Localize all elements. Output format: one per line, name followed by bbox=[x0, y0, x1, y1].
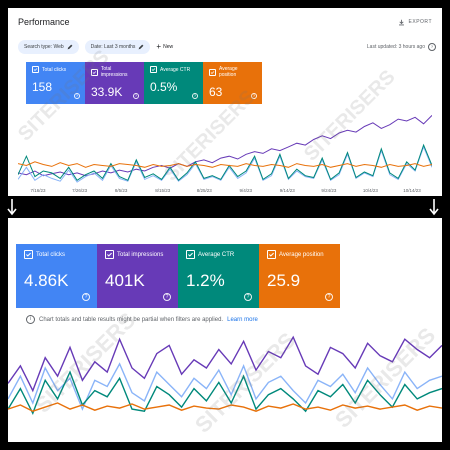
checkbox-icon bbox=[267, 250, 276, 259]
plus-icon: + bbox=[156, 42, 162, 51]
arrow-down-icon bbox=[7, 199, 17, 216]
search-type-filter-chip[interactable]: Search type: Web bbox=[18, 40, 79, 54]
search-type-filter-label: Search type: Web bbox=[24, 44, 64, 50]
card-value: 4.86K bbox=[24, 271, 69, 290]
help-icon[interactable]: ? bbox=[74, 93, 80, 99]
notice-text: Chart totals and table results might be … bbox=[39, 316, 224, 323]
card-label: Total clicks bbox=[36, 251, 66, 258]
partial-results-notice: i Chart totals and table results might b… bbox=[26, 315, 258, 324]
impressions-series-line bbox=[18, 115, 432, 177]
bottom-performance-chart bbox=[8, 335, 442, 416]
total-clicks-card[interactable]: Total clicks 158 ? bbox=[26, 62, 85, 104]
x-tick-label: 9/4/23 bbox=[240, 188, 253, 193]
date-filter-chip[interactable]: Date: Last 3 months bbox=[84, 40, 151, 54]
download-icon bbox=[398, 19, 404, 25]
card-value: 25.9 bbox=[267, 271, 301, 290]
arrow-down-icon bbox=[429, 199, 439, 216]
x-tick-label: 8/15/23 bbox=[155, 188, 171, 193]
bottom-performance-panel: Total clicks 4.86K ? Total impressions 4… bbox=[8, 218, 442, 442]
impressions-series-line bbox=[8, 335, 442, 393]
checkbox-icon bbox=[186, 250, 195, 259]
page-title: Performance bbox=[18, 17, 70, 27]
checkbox-icon bbox=[150, 66, 157, 73]
pencil-icon bbox=[139, 44, 144, 50]
top-performance-chart: 7/16/23 7/26/23 8/5/23 8/15/23 8/25/23 9/4/23… bbox=[18, 115, 432, 193]
card-label: Total clicks bbox=[42, 66, 67, 73]
clicks-series-line bbox=[18, 145, 432, 183]
checkbox-icon bbox=[91, 68, 98, 76]
total-impressions-card[interactable]: Total impressions 33.9K ? bbox=[85, 62, 144, 104]
card-label: Total impressions bbox=[100, 66, 128, 78]
new-filter-label: New bbox=[163, 44, 174, 50]
checkbox-icon bbox=[105, 250, 114, 259]
date-filter-label: Date: Last 3 months bbox=[90, 44, 136, 50]
ctr-series-line bbox=[8, 370, 442, 416]
help-icon[interactable]: ? bbox=[428, 43, 436, 51]
x-tick-label: 8/25/23 bbox=[197, 188, 213, 193]
card-label: Average CTR bbox=[160, 66, 191, 73]
x-tick-label: 10/4/23 bbox=[363, 188, 379, 193]
metric-cards: Total clicks 4.86K ? Total impressions 4… bbox=[16, 244, 340, 308]
total-impressions-card[interactable]: Total impressions 401K ? bbox=[97, 244, 178, 308]
clicks-series-line bbox=[8, 362, 442, 411]
card-value: 158 bbox=[32, 80, 53, 94]
x-tick-label: 8/5/23 bbox=[115, 188, 128, 193]
x-tick-label: 9/24/23 bbox=[321, 188, 337, 193]
last-updated: Last updated: 3 hours ago ? bbox=[367, 43, 436, 51]
learn-more-link[interactable]: Learn more bbox=[227, 316, 258, 323]
card-value: 1.2% bbox=[186, 271, 225, 290]
average-ctr-card[interactable]: Average CTR 1.2% ? bbox=[178, 244, 259, 308]
card-label: Average position bbox=[279, 251, 324, 258]
card-value: 33.9K bbox=[91, 85, 123, 99]
top-performance-panel: Performance EXPORT Search type: Web Date… bbox=[8, 8, 442, 196]
checkbox-icon bbox=[32, 66, 39, 73]
x-tick-label: 9/14/23 bbox=[280, 188, 296, 193]
average-position-card[interactable]: Average position 25.9 ? bbox=[259, 244, 340, 308]
new-filter-button[interactable]: + New bbox=[156, 43, 173, 51]
metric-cards: Total clicks 158 ? Total impressions 33.… bbox=[26, 62, 262, 104]
help-icon[interactable]: ? bbox=[325, 293, 333, 301]
x-tick-label: 7/16/23 bbox=[30, 188, 46, 193]
export-label: EXPORT bbox=[408, 19, 432, 25]
card-label: Average CTR bbox=[198, 251, 235, 258]
filter-bar: Search type: Web Date: Last 3 months + N… bbox=[18, 40, 436, 54]
performance-header: Performance EXPORT bbox=[18, 12, 432, 32]
help-icon[interactable]: ? bbox=[133, 93, 139, 99]
average-position-card[interactable]: Average position 63 ? bbox=[203, 62, 262, 104]
checkbox-icon bbox=[24, 250, 33, 259]
pencil-icon bbox=[67, 44, 73, 50]
position-series-line bbox=[8, 402, 442, 412]
info-icon: i bbox=[26, 315, 35, 324]
position-series-line bbox=[18, 161, 432, 168]
checkbox-icon bbox=[209, 68, 216, 76]
card-value: 401K bbox=[105, 271, 145, 290]
ctr-series-line bbox=[18, 143, 432, 182]
card-label: Average position bbox=[218, 66, 238, 78]
card-value: 63 bbox=[209, 85, 223, 99]
card-value: 0.5% bbox=[150, 80, 178, 94]
help-icon[interactable]: ? bbox=[82, 293, 90, 301]
average-ctr-card[interactable]: Average CTR 0.5% ? bbox=[144, 62, 203, 104]
help-icon[interactable]: ? bbox=[163, 293, 171, 301]
x-tick-label: 7/26/23 bbox=[72, 188, 88, 193]
help-icon[interactable]: ? bbox=[251, 93, 257, 99]
export-button[interactable]: EXPORT bbox=[398, 19, 432, 26]
x-tick-label: 10/14/23 bbox=[403, 188, 421, 193]
last-updated-text: Last updated: 3 hours ago bbox=[366, 44, 425, 50]
help-icon[interactable]: ? bbox=[244, 293, 252, 301]
total-clicks-card[interactable]: Total clicks 4.86K ? bbox=[16, 244, 97, 308]
card-label: Total impressions bbox=[117, 251, 164, 258]
help-icon[interactable]: ? bbox=[192, 93, 198, 99]
